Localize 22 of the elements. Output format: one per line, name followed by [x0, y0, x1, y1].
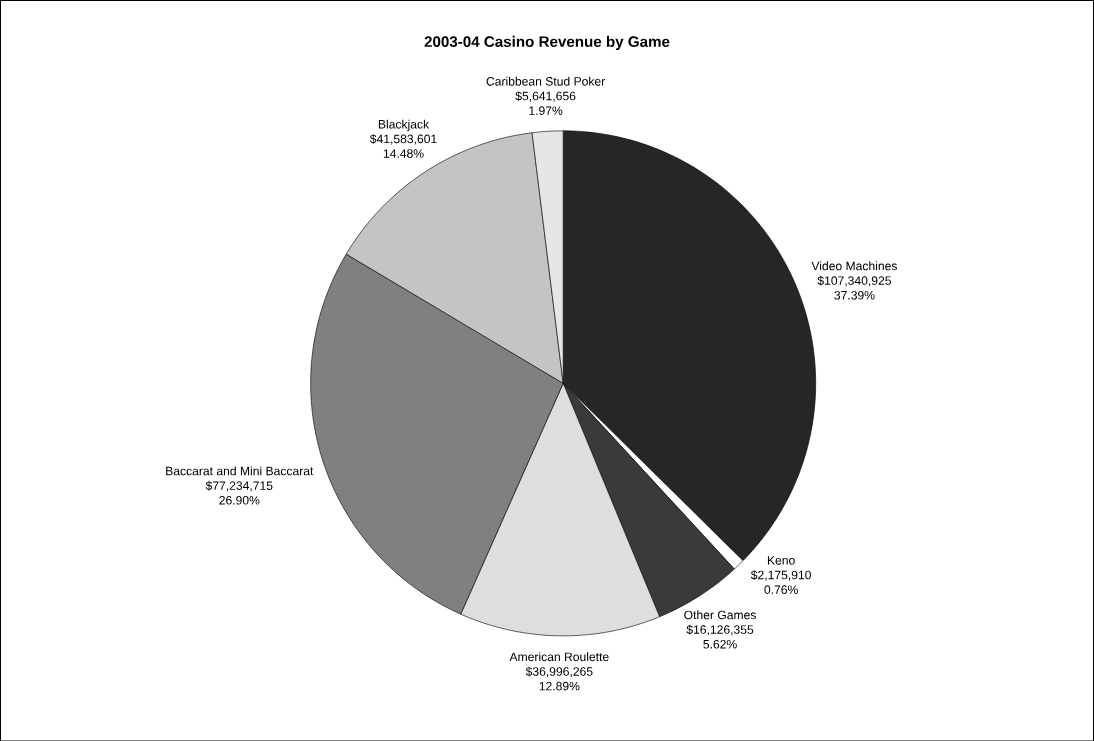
text: 14.48% — [383, 149, 424, 158]
text: 0.76% — [764, 585, 798, 594]
data-label: $5,641,656 — [515, 91, 576, 102]
slice-label: Other Games — [684, 610, 756, 620]
text: 1.97% — [529, 106, 563, 115]
text: 5.62% — [703, 639, 737, 649]
text: 12.89% — [539, 681, 580, 691]
data-label: $77,234,715 — [205, 480, 273, 492]
slice-label: Blackjack — [378, 119, 430, 131]
data-label: $2,175,910 — [750, 569, 811, 581]
slice-label: Baccarat and Mini Baccarat — [166, 466, 314, 476]
data-label: $107,340,925 — [817, 275, 891, 287]
text: 37.39% — [834, 290, 875, 300]
slice-label: Keno — [767, 555, 795, 565]
chart-title: 2003-04 Casino Revenue by Game — [424, 35, 670, 50]
data-label: $41,583,601 — [369, 133, 437, 145]
slice-label: American Roulette — [509, 652, 609, 661]
data-label: $16,126,355 — [686, 624, 754, 636]
data-label: $36,996,265 — [525, 666, 593, 677]
slice-label: Caribbean Stud Poker — [486, 76, 606, 86]
slice-label: Video Machines — [811, 261, 897, 271]
text: 26.90% — [219, 495, 260, 505]
